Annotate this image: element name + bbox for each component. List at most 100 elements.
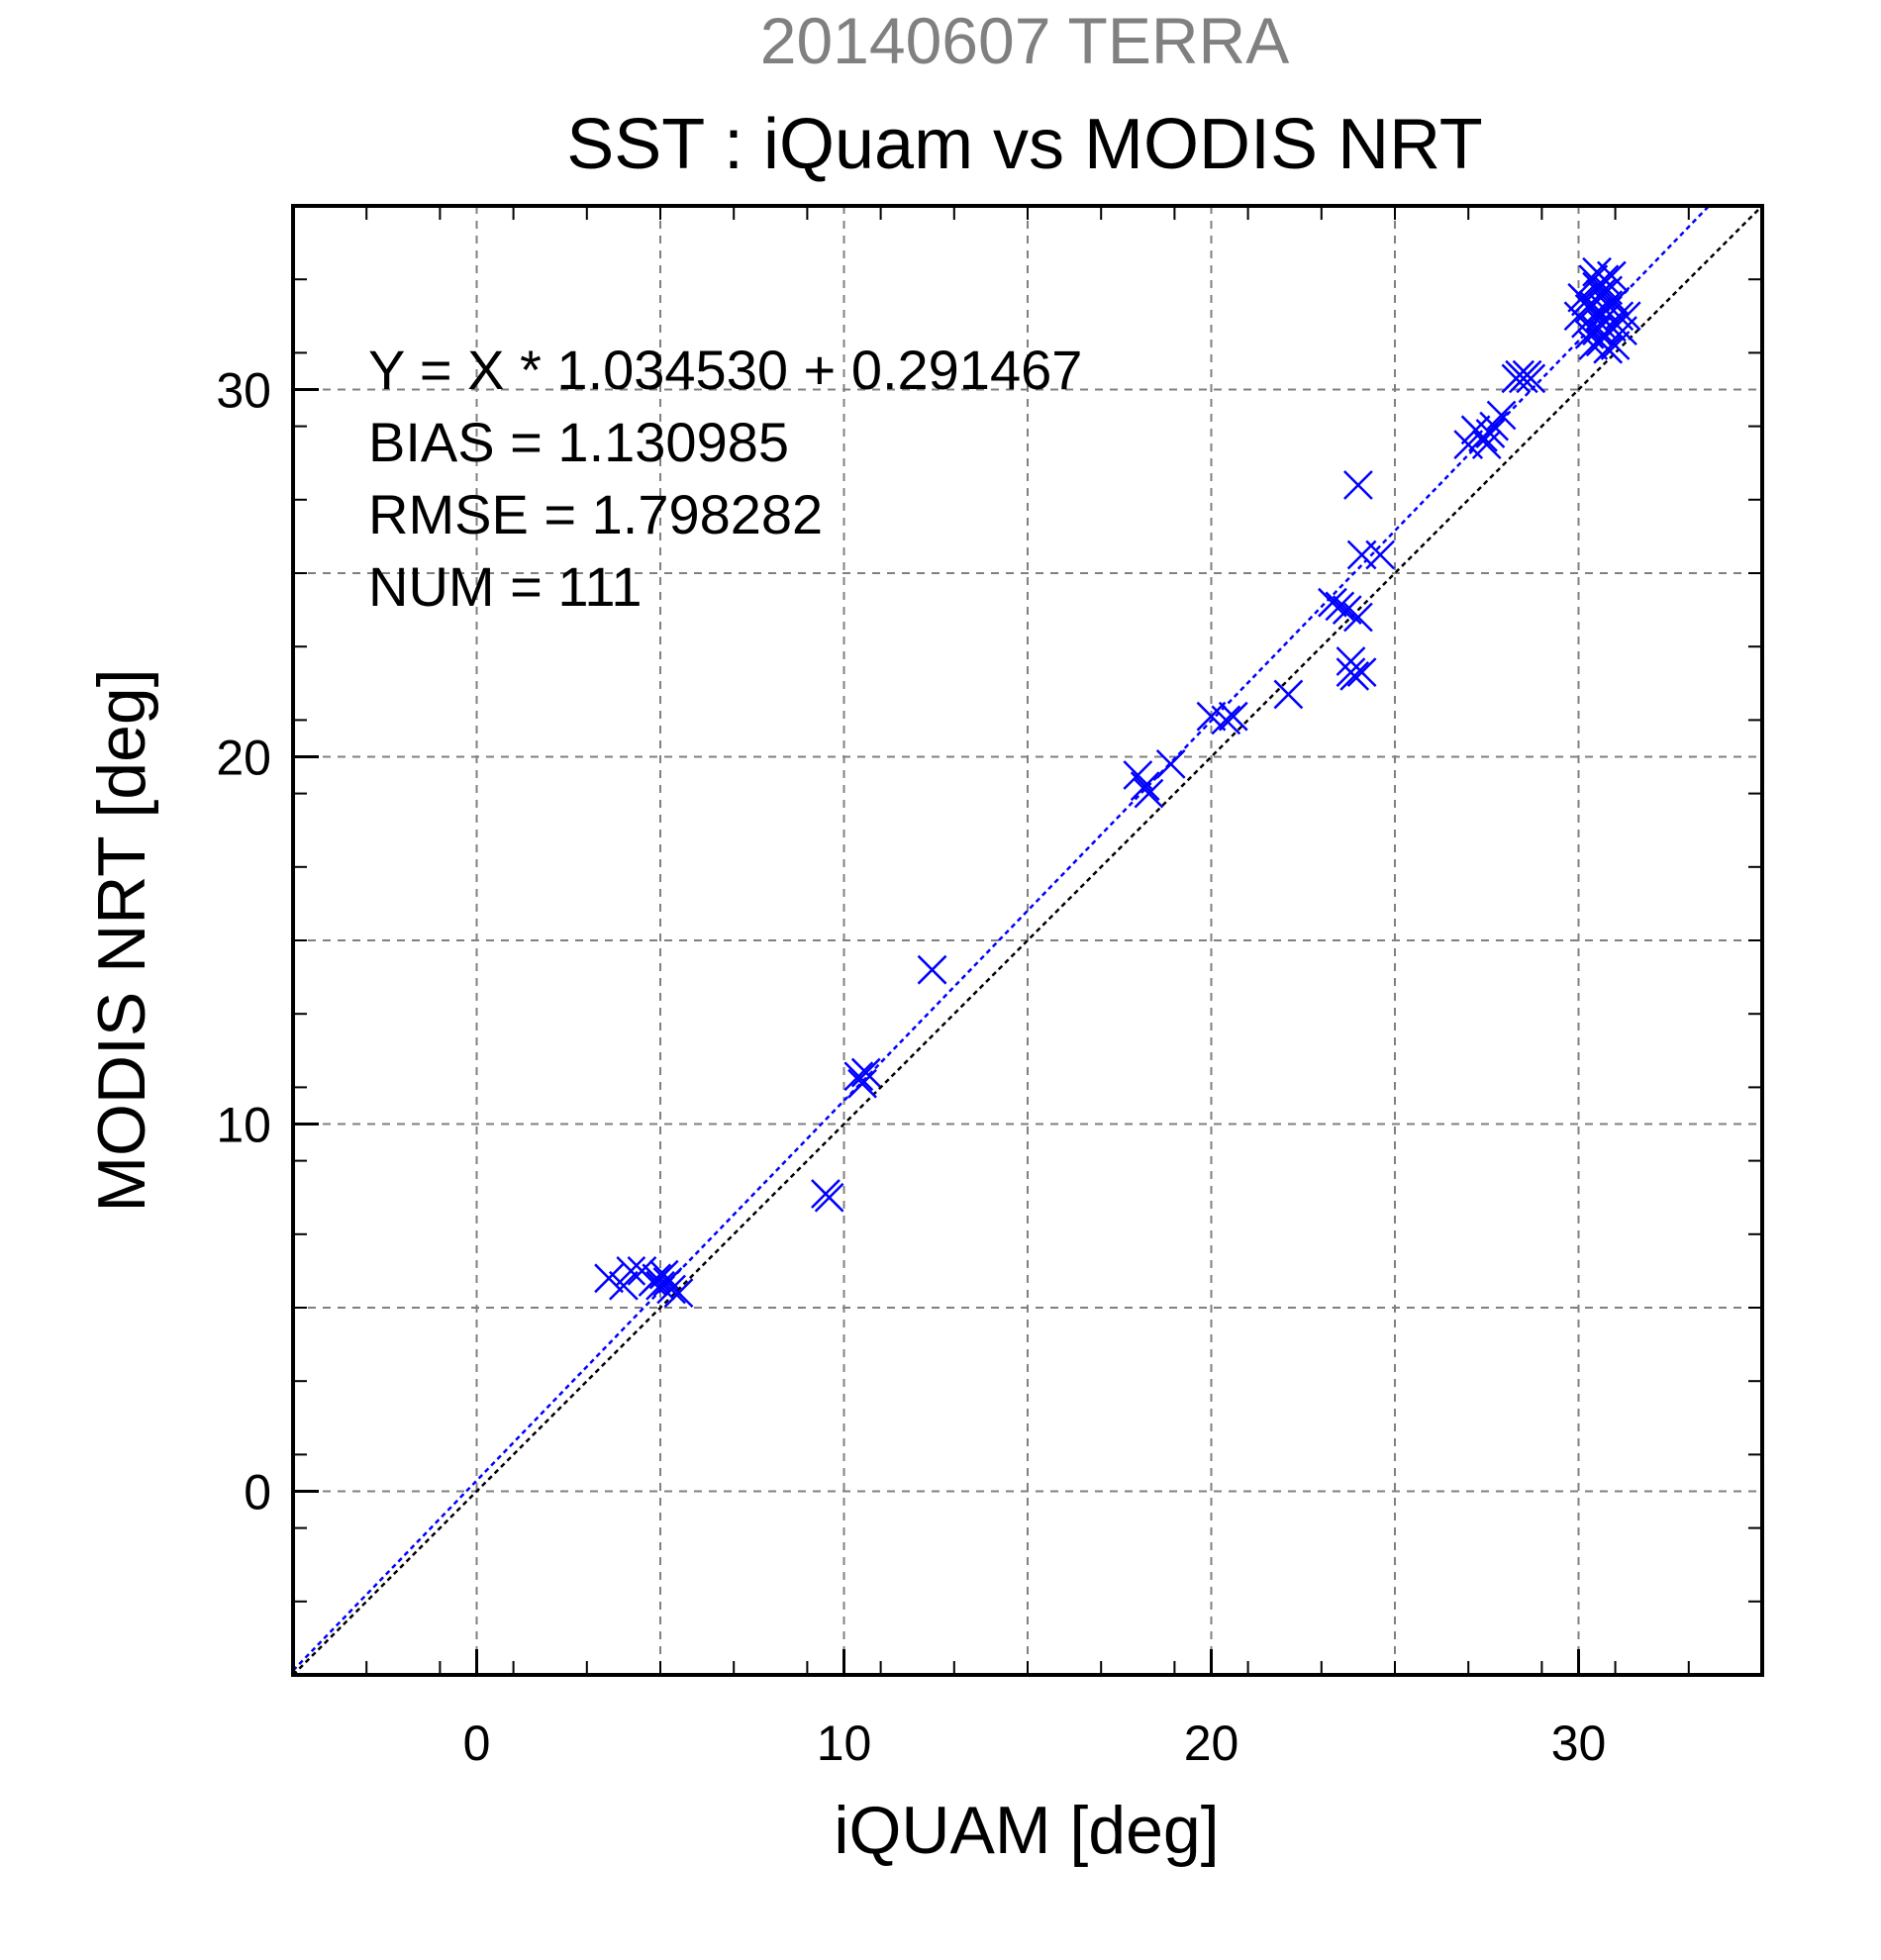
- data-point-stroke: [1318, 587, 1347, 618]
- data-point: [616, 1256, 646, 1286]
- stats-annotation: Y = X * 1.034530 + 0.291467 BIAS = 1.1309…: [368, 339, 1082, 618]
- data-point: [843, 1061, 874, 1092]
- data-point-stroke: [1600, 331, 1631, 360]
- data-point-stroke: [1486, 400, 1517, 431]
- data-point: [1339, 660, 1370, 691]
- data-point-stroke: [1325, 591, 1355, 622]
- x-tick-label: 10: [817, 1715, 872, 1771]
- data-point: [594, 1263, 624, 1294]
- data-point: [1611, 301, 1641, 332]
- data-point: [1155, 749, 1186, 779]
- grid: [293, 206, 1762, 1675]
- data-point: [656, 1274, 687, 1305]
- data-point-stroke: [1218, 701, 1248, 732]
- data-point-stroke: [1578, 264, 1609, 295]
- data-point-stroke: [1600, 286, 1631, 317]
- data-point-stroke: [1516, 363, 1546, 394]
- x-tick-labels: 0 10 20 30: [463, 1715, 1607, 1771]
- y-tick-label: 10: [216, 1098, 271, 1153]
- data-point-stroke: [1273, 679, 1304, 710]
- data-point: [645, 1270, 675, 1301]
- data-point-stroke: [1604, 301, 1634, 332]
- y-tick-label: 30: [216, 363, 271, 419]
- y-tick-label: 20: [216, 731, 271, 786]
- stats-line: NUM = 111: [368, 555, 642, 618]
- plot-frame: [291, 204, 1764, 1677]
- data-point: [1134, 778, 1164, 809]
- stats-line: BIAS = 1.130985: [368, 411, 789, 473]
- data-point-stroke: [1343, 602, 1373, 633]
- data-point: [1343, 470, 1373, 500]
- y-tick-labels: 0 10 20 30: [216, 363, 271, 1520]
- data-point-stroke: [1339, 660, 1370, 691]
- data-point-stroke: [1130, 771, 1160, 802]
- data-point: [1218, 701, 1248, 732]
- data-point: [1486, 400, 1517, 431]
- data-point: [1471, 430, 1502, 460]
- x-tick-label: 30: [1551, 1715, 1607, 1771]
- chart-supertitle: 20140607 TERRA: [760, 4, 1289, 77]
- data-point-stroke: [1611, 301, 1641, 332]
- data-point: [609, 1270, 639, 1301]
- data-point: [1589, 264, 1620, 295]
- data-point: [850, 1057, 881, 1088]
- data-point-stroke: [616, 1256, 646, 1286]
- x-tick-label: 20: [1184, 1715, 1239, 1771]
- data-point: [814, 1182, 844, 1213]
- data-point: [648, 1259, 679, 1290]
- data-point: [847, 1068, 877, 1099]
- data-point-stroke: [1155, 749, 1186, 779]
- data-point-stroke: [645, 1270, 675, 1301]
- data-point-stroke: [594, 1263, 624, 1294]
- data-point-stroke: [648, 1259, 679, 1290]
- stats-line: RMSE = 1.798282: [368, 483, 823, 545]
- y-tick-label: 0: [244, 1465, 271, 1520]
- data-point-stroke: [1593, 334, 1624, 364]
- data-point-stroke: [1365, 539, 1396, 570]
- data-point-stroke: [1346, 657, 1377, 688]
- data-point: [1130, 771, 1160, 802]
- stats-line: Y = X * 1.034530 + 0.291467: [368, 339, 1082, 401]
- minor-ticks: [292, 205, 1763, 1676]
- data-point: [1475, 419, 1506, 448]
- data-point-stroke: [1123, 760, 1153, 790]
- data-point-stroke: [1134, 778, 1164, 809]
- data-point: [1516, 363, 1546, 394]
- data-point: [1318, 587, 1347, 618]
- data-point: [1597, 260, 1627, 291]
- identity-line: [292, 206, 1760, 1674]
- data-point: [917, 954, 947, 985]
- data-point-stroke: [850, 1057, 881, 1088]
- data-point-stroke: [1332, 595, 1362, 625]
- data-points: [594, 256, 1641, 1309]
- data-point: [1365, 539, 1396, 570]
- data-point-stroke: [814, 1182, 844, 1213]
- data-point-stroke: [1196, 701, 1227, 732]
- data-point-stroke: [1211, 705, 1241, 735]
- data-point-stroke: [843, 1061, 874, 1092]
- data-point-stroke: [1597, 260, 1627, 291]
- data-point: [1325, 591, 1355, 622]
- chart-title: SST : iQuam vs MODIS NRT: [566, 105, 1483, 184]
- data-point-stroke: [1475, 419, 1506, 448]
- x-tick-label: 0: [463, 1715, 491, 1771]
- data-point: [1600, 331, 1631, 360]
- data-point-stroke: [1471, 430, 1502, 460]
- data-point: [663, 1278, 694, 1309]
- data-point-stroke: [917, 954, 947, 985]
- data-point-stroke: [642, 1263, 672, 1294]
- data-point-stroke: [1589, 264, 1620, 295]
- data-point-stroke: [663, 1278, 694, 1309]
- data-point: [642, 1263, 672, 1294]
- data-point-stroke: [609, 1270, 639, 1301]
- x-axis-label: iQUAM [deg]: [834, 1793, 1219, 1868]
- data-point: [1273, 679, 1304, 710]
- data-point: [1211, 705, 1241, 735]
- data-point: [1343, 602, 1373, 633]
- data-point-stroke: [656, 1274, 687, 1305]
- data-point-stroke: [847, 1068, 877, 1099]
- data-point-stroke: [1343, 470, 1373, 500]
- y-axis-label: MODIS NRT [deg]: [84, 668, 159, 1212]
- data-point: [1346, 657, 1377, 688]
